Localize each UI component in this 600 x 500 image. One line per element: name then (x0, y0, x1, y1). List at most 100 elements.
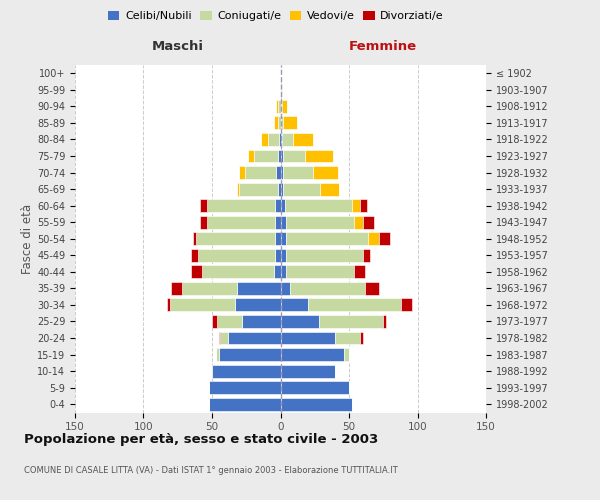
Bar (293, 133, 313, 146)
Bar (235, 298, 281, 312)
Bar (245, 166, 277, 179)
Text: Popolazione per età, sesso e stato civile - 2003: Popolazione per età, sesso e stato civil… (24, 432, 378, 446)
Bar (281, 166, 283, 179)
Bar (212, 315, 217, 328)
Bar (319, 315, 383, 328)
Bar (282, 133, 293, 146)
Text: COMUNE DI CASALE LITTA (VA) - Dati ISTAT 1° gennaio 2003 - Elaborazione TUTTITAL: COMUNE DI CASALE LITTA (VA) - Dati ISTAT… (24, 466, 398, 475)
Bar (281, 315, 319, 328)
Bar (313, 166, 338, 179)
Bar (229, 332, 281, 344)
Bar (282, 100, 287, 113)
Bar (236, 282, 281, 295)
Bar (281, 133, 282, 146)
Bar (281, 249, 286, 262)
Bar (278, 100, 281, 113)
Bar (277, 166, 281, 179)
Bar (182, 282, 236, 295)
Bar (363, 249, 370, 262)
Bar (286, 249, 363, 262)
Y-axis label: Fasce di età: Fasce di età (21, 204, 34, 274)
Bar (286, 216, 355, 228)
Bar (275, 216, 281, 228)
Bar (281, 182, 283, 196)
Bar (217, 315, 242, 328)
Bar (281, 216, 286, 228)
Bar (281, 398, 352, 410)
Bar (170, 298, 235, 312)
Bar (248, 150, 254, 162)
Bar (281, 232, 286, 245)
Bar (344, 348, 349, 361)
Bar (209, 398, 281, 410)
Bar (281, 381, 349, 394)
Bar (283, 150, 305, 162)
Bar (275, 199, 281, 212)
Bar (283, 166, 313, 179)
Bar (274, 116, 278, 130)
Bar (278, 116, 281, 130)
Bar (283, 116, 297, 130)
Bar (360, 199, 367, 212)
Bar (383, 315, 386, 328)
Bar (278, 150, 281, 162)
Bar (281, 100, 282, 113)
Bar (275, 249, 281, 262)
Bar (360, 332, 363, 344)
Text: Maschi: Maschi (152, 40, 204, 54)
Bar (281, 282, 290, 295)
Bar (281, 199, 284, 212)
Bar (254, 150, 278, 162)
Bar (320, 182, 340, 196)
Bar (365, 282, 379, 295)
Bar (379, 232, 390, 245)
Bar (268, 133, 279, 146)
Bar (284, 199, 352, 212)
Bar (216, 348, 219, 361)
Bar (209, 381, 281, 394)
Bar (363, 216, 374, 228)
Bar (167, 298, 170, 312)
Bar (239, 182, 278, 196)
Bar (274, 266, 281, 278)
Bar (191, 249, 198, 262)
Bar (290, 282, 365, 295)
Bar (277, 100, 278, 113)
Bar (206, 199, 275, 212)
Bar (305, 150, 332, 162)
Bar (220, 332, 229, 344)
Bar (281, 116, 283, 130)
Bar (281, 364, 335, 378)
Bar (281, 150, 283, 162)
Bar (281, 84, 282, 96)
Bar (212, 364, 281, 378)
Bar (239, 166, 245, 179)
Bar (352, 199, 360, 212)
Bar (281, 266, 286, 278)
Bar (286, 232, 368, 245)
Bar (219, 332, 220, 344)
Bar (355, 266, 365, 278)
Bar (236, 182, 239, 196)
Bar (275, 232, 281, 245)
Bar (279, 133, 281, 146)
Bar (200, 216, 206, 228)
Bar (286, 266, 355, 278)
Text: Femmine: Femmine (349, 40, 418, 54)
Bar (355, 216, 363, 228)
Bar (219, 348, 281, 361)
Bar (283, 182, 320, 196)
Bar (200, 199, 206, 212)
Legend: Celibi/Nubili, Coniugati/e, Vedovi/e, Divorziati/e: Celibi/Nubili, Coniugati/e, Vedovi/e, Di… (104, 6, 448, 26)
Bar (281, 332, 335, 344)
Y-axis label: Anni di nascita: Anni di nascita (597, 195, 600, 282)
Bar (335, 332, 360, 344)
Bar (211, 364, 212, 378)
Bar (242, 315, 281, 328)
Bar (308, 298, 401, 312)
Bar (281, 298, 308, 312)
Bar (206, 216, 275, 228)
Bar (191, 266, 202, 278)
Bar (202, 266, 274, 278)
Bar (193, 232, 196, 245)
